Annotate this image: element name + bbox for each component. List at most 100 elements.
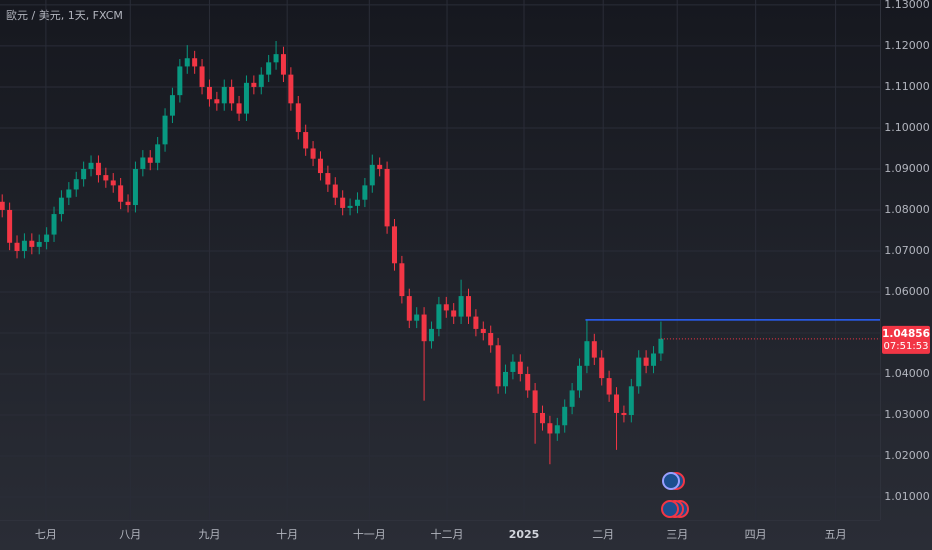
y-tick-label: 1.07000: [884, 244, 930, 257]
y-tick-label: 1.06000: [884, 285, 930, 298]
candle-body: [458, 296, 464, 317]
candle-body: [14, 242, 20, 251]
candle-body: [118, 185, 124, 202]
candle-body: [465, 296, 471, 317]
candle-body: [147, 157, 153, 163]
event-icon: [662, 472, 680, 490]
candle-body: [0, 201, 5, 210]
y-tick-label: 1.10000: [884, 121, 930, 134]
candle-body: [251, 82, 257, 87]
y-tick-label: 1.08000: [884, 203, 930, 216]
candle-body: [340, 197, 346, 208]
last-price-label: 1.04856: [882, 328, 930, 340]
candle-body: [532, 390, 538, 413]
candle-body: [21, 240, 27, 251]
candle-body: [229, 86, 235, 104]
x-tick-label: 十月: [276, 527, 298, 541]
candle-body: [95, 162, 101, 176]
candle-body: [643, 357, 649, 366]
candle-body: [510, 361, 516, 372]
candle-body: [606, 378, 612, 395]
candle-body: [517, 361, 523, 375]
candle-body: [421, 314, 427, 342]
candle-body: [525, 374, 531, 391]
candle-body: [88, 162, 94, 169]
x-tick-label: 二月: [592, 528, 614, 541]
candle-body: [651, 353, 657, 366]
candle-body: [547, 423, 553, 434]
candle-body: [480, 328, 486, 333]
candle-body: [584, 341, 590, 366]
candle-body: [399, 263, 405, 297]
candle-body: [214, 99, 220, 104]
candle-body: [577, 365, 583, 391]
y-tick-label: 1.01000: [884, 490, 930, 503]
candle-body: [325, 173, 331, 185]
last-price-box: [882, 325, 930, 354]
candle-body: [236, 103, 242, 114]
candle-body: [391, 226, 397, 264]
candle-body: [621, 412, 627, 416]
y-tick-label: 1.11000: [884, 80, 930, 93]
y-tick-label: 1.02000: [884, 449, 930, 462]
candle-body: [66, 189, 72, 198]
candle-body: [295, 103, 301, 133]
candle-body: [177, 66, 183, 96]
candle-body: [29, 240, 35, 247]
candle-body: [303, 132, 309, 149]
candle-body: [332, 184, 338, 198]
candle-body: [310, 148, 316, 159]
candle-body: [540, 412, 546, 424]
x-tick-label: 十一月: [353, 527, 386, 541]
candle-body: [599, 357, 605, 379]
candle-body: [591, 341, 597, 358]
candle-body: [258, 74, 264, 87]
candle-body: [317, 158, 323, 174]
event-icons: [661, 472, 689, 518]
candle-body: [495, 345, 501, 387]
x-tick-label: 十二月: [431, 527, 464, 541]
candle-body: [473, 316, 479, 329]
x-tick-label: 九月: [198, 528, 220, 541]
candle-body: [206, 86, 212, 100]
candle-body: [658, 338, 664, 354]
candle-body: [288, 74, 294, 104]
candle-body: [199, 66, 205, 87]
candle-body: [451, 310, 457, 317]
x-tick-label: 2025: [509, 528, 540, 541]
candle-body: [569, 390, 575, 407]
candle-body: [162, 115, 168, 145]
candle-body: [192, 58, 198, 67]
candle-body: [81, 168, 87, 180]
candle-body: [132, 168, 138, 206]
candle-body: [384, 168, 390, 227]
x-tick-label: 三月: [666, 528, 688, 541]
candle-body: [554, 425, 560, 434]
candle-body: [103, 175, 109, 181]
x-tick-label: 八月: [119, 528, 141, 541]
candle-body: [562, 406, 568, 426]
candle-body: [243, 82, 249, 114]
candle-body: [44, 234, 50, 242]
candle-body: [51, 214, 57, 235]
candle-body: [428, 328, 434, 342]
candle-body: [169, 95, 175, 116]
candle-body: [110, 180, 116, 186]
candle-body: [406, 296, 412, 321]
y-tick-label: 1.09000: [884, 162, 930, 175]
candle-body: [140, 157, 146, 169]
candle-body: [614, 394, 620, 413]
candle-body: [362, 185, 368, 200]
event-icon: [661, 500, 679, 518]
candle-body: [636, 357, 642, 387]
candle-body: [273, 54, 279, 63]
countdown-label: 07:51:53: [884, 341, 929, 352]
candle-body: [354, 199, 360, 206]
candle-body: [628, 386, 634, 416]
candle-body: [155, 144, 161, 163]
candle-body: [347, 205, 353, 208]
candle-body: [221, 86, 227, 104]
